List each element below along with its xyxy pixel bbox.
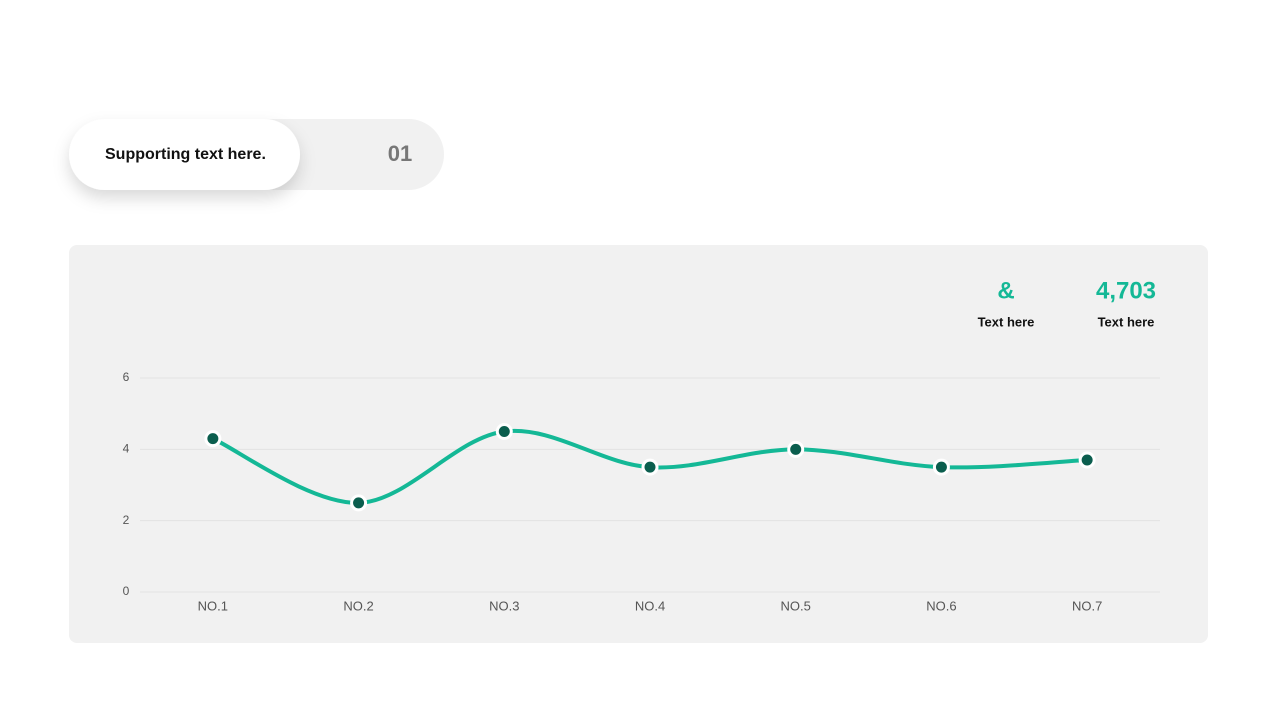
data-point [1078, 451, 1096, 469]
x-tick-label: NO.1 [198, 598, 228, 613]
header-label: Supporting text here. [105, 146, 266, 163]
y-tick-label: 0 [123, 584, 130, 598]
y-tick-label: 2 [123, 513, 130, 527]
header-label-pill [69, 119, 300, 190]
data-point [350, 494, 368, 512]
y-tick-label: 6 [123, 370, 130, 384]
header-number: 01 [388, 141, 412, 166]
x-tick-label: NO.2 [343, 598, 373, 613]
x-tick-label: NO.4 [635, 598, 665, 613]
stat-value: 4,703 [1096, 277, 1156, 304]
y-tick-label: 4 [123, 442, 130, 456]
chart-panel [69, 245, 1208, 643]
stat-label: Text here [978, 314, 1035, 329]
x-tick-label: NO.7 [1072, 598, 1102, 613]
data-point [641, 458, 659, 476]
stat-value: & [997, 277, 1014, 304]
data-point [204, 430, 222, 448]
x-tick-label: NO.3 [489, 598, 519, 613]
x-tick-label: NO.5 [781, 598, 811, 613]
data-point [932, 458, 950, 476]
x-tick-label: NO.6 [926, 598, 956, 613]
stat-label: Text here [1098, 314, 1155, 329]
data-point [495, 423, 513, 440]
data-point [787, 440, 805, 458]
